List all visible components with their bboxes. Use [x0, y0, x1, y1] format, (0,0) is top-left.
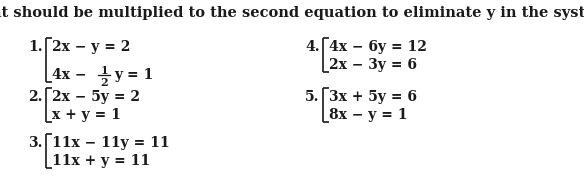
Text: What should be multiplied to the second equation to eliminate y in the system?: What should be multiplied to the second … [0, 6, 584, 20]
Text: 4x −: 4x − [52, 68, 91, 82]
Text: 1: 1 [100, 65, 108, 76]
Text: 2x − 3y = 6: 2x − 3y = 6 [329, 58, 417, 72]
Text: 4x − 6y = 12: 4x − 6y = 12 [329, 40, 427, 54]
Text: 11x + y = 11: 11x + y = 11 [52, 154, 150, 168]
Text: 3x + 5y = 6: 3x + 5y = 6 [329, 90, 417, 104]
Text: 3.: 3. [28, 136, 43, 150]
Text: 2x − y = 2: 2x − y = 2 [52, 40, 130, 54]
Text: 5.: 5. [305, 90, 319, 104]
Text: 4.: 4. [305, 40, 319, 54]
Text: 2: 2 [100, 77, 108, 88]
Text: 11x − 11y = 11: 11x − 11y = 11 [52, 136, 169, 150]
Text: 2.: 2. [28, 90, 43, 104]
Text: 1.: 1. [28, 40, 43, 54]
Text: 8x − y = 1: 8x − y = 1 [329, 108, 408, 122]
Text: y = 1: y = 1 [114, 68, 153, 82]
Text: 2x − 5y = 2: 2x − 5y = 2 [52, 90, 140, 104]
Text: x + y = 1: x + y = 1 [52, 108, 121, 122]
